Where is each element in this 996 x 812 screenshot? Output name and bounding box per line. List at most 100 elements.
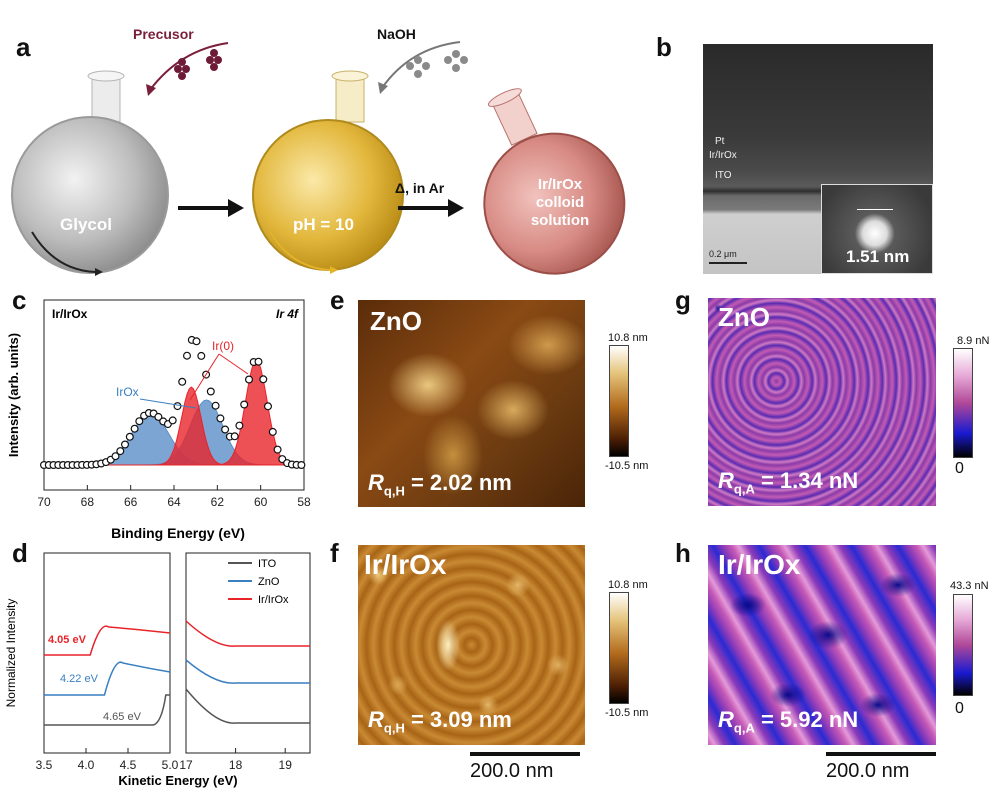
- xps-data-point: [173, 402, 182, 411]
- condition-label: Δ, in Ar: [395, 180, 445, 196]
- h-colorbar-min: 0: [955, 700, 964, 717]
- naoh-flask-icon: [252, 70, 404, 274]
- glycol-label: Glycol: [60, 215, 112, 234]
- g-colorbar-max: 8.9 nN: [957, 335, 990, 347]
- ups-xlabel: Kinetic Energy (eV): [118, 773, 237, 788]
- xps-data-point: [230, 432, 239, 441]
- particle-size-label: 1.51 nm: [846, 247, 910, 266]
- f-colorbar: [609, 592, 629, 704]
- e-material-label: ZnO: [370, 306, 422, 336]
- precursor-label: Precusor: [133, 26, 194, 42]
- f-material-label: Ir/IrOx: [364, 549, 447, 580]
- xps-data-point: [297, 461, 306, 470]
- xps-tick-label: 58: [297, 495, 311, 509]
- xps-data-point: [211, 401, 220, 410]
- xps-tick-label: 62: [211, 495, 225, 509]
- xps-data-point: [192, 337, 201, 346]
- xps-tick-label: 66: [124, 495, 138, 509]
- g-colorbar: [953, 348, 973, 458]
- heating-arrow-icon: [398, 206, 450, 210]
- precursor-dots-icon: [174, 49, 222, 80]
- h-scale-label: 200.0 nm: [826, 760, 910, 782]
- step-arrow-icon: [178, 206, 230, 210]
- tem-scale-label: 0.2 μm: [709, 249, 737, 259]
- wf-ito-label: 4.65 eV: [103, 711, 142, 723]
- ups-legend-label: ITO: [258, 558, 277, 570]
- xps-data-point: [111, 452, 120, 461]
- xps-tick-label: 64: [167, 495, 181, 509]
- particle-inset: 1.51 nm: [821, 184, 933, 274]
- xps-data-point: [135, 417, 144, 426]
- xps-chart: 70 68 66 64 62 60 58 Binding Energy (eV) Inten…: [6, 299, 311, 541]
- ups-curve-left: [44, 625, 171, 656]
- naoh-arrow-icon: [381, 41, 461, 89]
- g-roughness-value: = 1.34 nN: [760, 468, 859, 493]
- xps-data-point: [120, 440, 129, 449]
- ups-curve-right: [185, 659, 310, 684]
- colloid-label-line3: solution: [530, 212, 590, 229]
- xps-data-point: [154, 412, 163, 421]
- irirox-layer-label: Ir/IrOx: [709, 150, 737, 161]
- xps-tick-label: 60: [254, 495, 268, 509]
- precursor-arrow-icon: [149, 42, 229, 91]
- xps-data-point: [178, 377, 187, 386]
- xps-data-point: [130, 424, 139, 433]
- panel-label-b: b: [656, 32, 672, 62]
- wf-zno-label: 4.22 eV: [60, 673, 99, 685]
- synthesis-schematic: [11, 41, 626, 276]
- ups-tick-label: 19: [279, 758, 293, 772]
- panel-label-g: g: [675, 285, 691, 315]
- naoh-label: NaOH: [377, 26, 416, 42]
- xps-tick-label: 70: [37, 495, 51, 509]
- xps-ir0-label: Ir(0): [212, 339, 234, 353]
- xps-data-point: [116, 447, 125, 456]
- h-roughness: Rq,A = 5.92 nN: [718, 707, 859, 736]
- ups-curve-left: [44, 661, 171, 696]
- h-colorbar-max: 43.3 nN: [950, 580, 989, 592]
- colloid-label: Ir/IrOx colloid solution: [520, 176, 600, 230]
- xps-data-point: [245, 375, 254, 384]
- h-colorbar: [953, 594, 973, 696]
- ph-label: pH = 10: [293, 215, 354, 234]
- panel-label-c: c: [12, 285, 27, 315]
- ups-tick-label: 5.0: [162, 758, 179, 772]
- ups-tick-label: 4.0: [78, 758, 95, 772]
- xps-data-point: [273, 445, 282, 454]
- xps-data-point: [221, 425, 230, 434]
- panel-label-d: d: [12, 538, 28, 568]
- xps-data-point: [206, 387, 215, 396]
- xps-data-point: [264, 402, 273, 411]
- f-roughness: Rq,H = 3.09 nm: [368, 707, 512, 736]
- afm-height-zno-image: ZnO Rq,H = 2.02 nm: [358, 300, 585, 507]
- e-colorbar-min: -10.5 nm: [605, 460, 649, 472]
- xps-data-point: [254, 357, 263, 366]
- xps-tick-label: 68: [81, 495, 95, 509]
- xps-data-point: [125, 432, 134, 441]
- ups-curve-right: [185, 688, 310, 724]
- xps-data-point: [259, 375, 268, 384]
- e-colorbar: [609, 345, 629, 457]
- xps-data-point: [197, 351, 206, 360]
- g-roughness: Rq,A = 1.34 nN: [718, 468, 859, 497]
- xps-xlabel: Binding Energy (eV): [111, 525, 245, 541]
- ups-ylabel: Normalized Intensity: [4, 599, 18, 708]
- e-roughness: Rq,H = 2.02 nm: [368, 470, 512, 499]
- xps-data-point: [216, 414, 225, 423]
- xps-data-point: [183, 351, 192, 360]
- colloid-label-line2: colloid: [535, 194, 585, 211]
- xps-orbital-label: Ir 4f: [276, 307, 299, 321]
- ups-curve-left: [44, 694, 170, 726]
- f-colorbar-max: 10.8 nm: [608, 579, 648, 591]
- colloid-flask-icon: [483, 88, 626, 275]
- h-scale-bar: [826, 752, 936, 756]
- e-roughness-value: = 2.02 nm: [410, 470, 512, 495]
- wf-irirox-label: 4.05 eV: [48, 634, 87, 646]
- afm-adhesion-irirox-image: Ir/IrOx Rq,A = 5.92 nN: [708, 545, 936, 745]
- ups-tick-label: 17: [179, 758, 193, 772]
- pt-layer-label: Pt: [715, 136, 725, 147]
- f-scale-bar: [470, 752, 580, 756]
- size-arrow-icon: [857, 209, 893, 210]
- tem-cross-section-image: Pt Ir/IrOx ITO 0.2 μm 1.51 nm: [703, 44, 933, 274]
- g-colorbar-min: 0: [955, 460, 964, 477]
- f-roughness-value: = 3.09 nm: [410, 707, 512, 732]
